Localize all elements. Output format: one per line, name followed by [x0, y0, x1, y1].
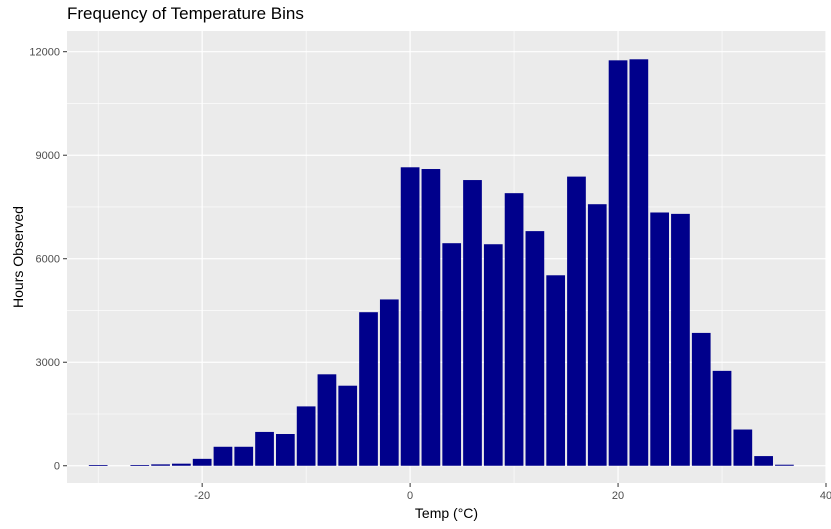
x-axis: -20 0 20 40	[194, 483, 831, 502]
histogram-bar	[629, 59, 649, 466]
histogram-bar	[234, 446, 254, 466]
y-axis: 0 3000 6000 9000 12000	[29, 47, 67, 473]
histogram-bar	[213, 446, 233, 466]
histogram-bar	[671, 213, 690, 466]
histogram-bar	[525, 231, 545, 466]
histogram-bar	[379, 299, 399, 466]
x-axis-title: Temp (°C)	[415, 505, 478, 521]
histogram-bar	[275, 434, 295, 466]
y-tick-label: 0	[54, 461, 60, 473]
y-tick-label: 6000	[36, 254, 60, 266]
y-tick-label: 3000	[36, 357, 60, 369]
y-tick-label: 9000	[36, 150, 60, 162]
x-tick-label: 0	[407, 490, 413, 502]
histogram-bar	[400, 167, 420, 466]
histogram-bar	[172, 463, 191, 466]
x-tick-label: 40	[820, 490, 831, 502]
histogram-bar	[317, 374, 337, 466]
histogram-bar	[587, 204, 607, 466]
y-tick-label: 12000	[29, 47, 60, 59]
histogram-bar	[130, 465, 150, 466]
histogram-bar	[483, 244, 503, 466]
histogram-bar	[255, 431, 274, 466]
x-tick-label: 20	[612, 490, 624, 502]
chart-title: Frequency of Temperature Bins	[67, 4, 304, 23]
histogram-bar	[608, 60, 628, 466]
histogram-bar	[504, 193, 524, 466]
histogram-bar	[775, 464, 794, 466]
histogram-bar	[442, 243, 462, 466]
histogram-bar	[359, 312, 378, 466]
histogram-bar	[691, 332, 711, 466]
bars	[88, 59, 794, 466]
histogram-bar	[421, 169, 441, 466]
histogram-bar	[151, 464, 170, 466]
histogram-bar	[192, 458, 212, 466]
histogram-bar	[650, 212, 670, 466]
histogram-bar	[546, 275, 566, 466]
histogram-bar	[88, 465, 108, 466]
histogram-bar	[733, 429, 753, 466]
histogram-bar	[567, 176, 586, 466]
histogram-bar	[338, 385, 358, 466]
y-axis-title: Hours Observed	[10, 206, 26, 308]
histogram-bar	[712, 370, 732, 466]
histogram-bar	[296, 406, 316, 466]
histogram-bar	[463, 180, 482, 466]
histogram-bar	[754, 456, 773, 466]
x-tick-label: -20	[194, 490, 210, 502]
